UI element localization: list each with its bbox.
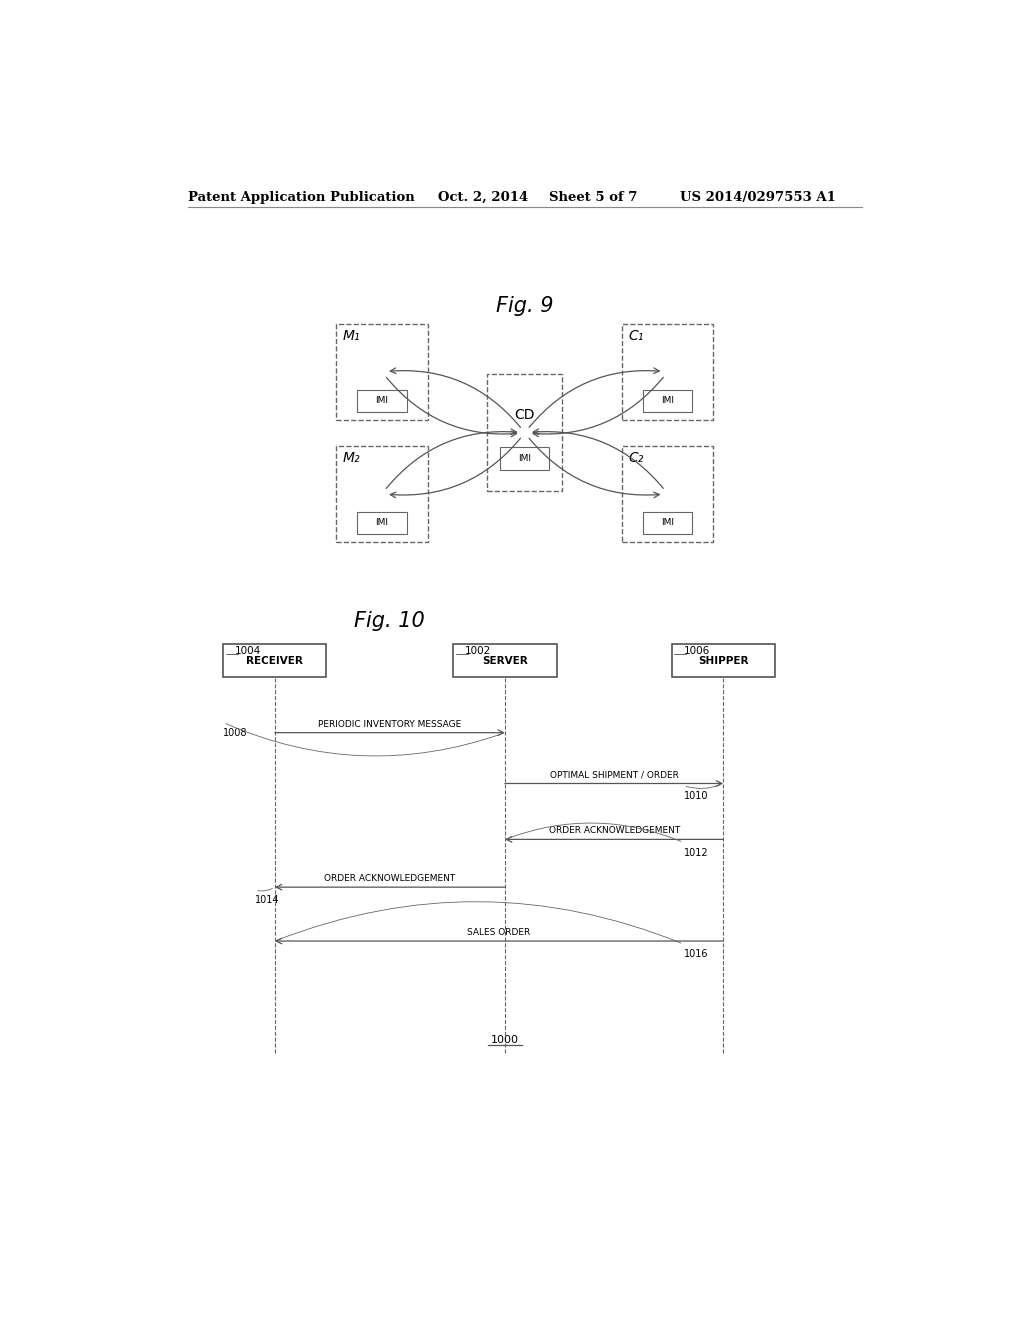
Text: 1002: 1002 [465, 647, 492, 656]
Bar [622, 323, 714, 420]
Bar [454, 644, 557, 677]
Text: 1004: 1004 [236, 647, 261, 656]
Text: Sheet 5 of 7: Sheet 5 of 7 [549, 190, 637, 203]
Text: 1014: 1014 [255, 895, 280, 906]
Text: RECEIVER: RECEIVER [247, 656, 303, 665]
Bar [500, 447, 550, 470]
Text: IMI: IMI [662, 519, 674, 527]
Bar [643, 389, 692, 412]
Text: IMI: IMI [518, 454, 531, 463]
Text: IMI: IMI [376, 519, 388, 527]
Bar [643, 512, 692, 535]
Text: SALES ORDER: SALES ORDER [467, 928, 530, 937]
Text: M₁: M₁ [343, 329, 360, 343]
Text: ORDER ACKNOWLEDGEMENT: ORDER ACKNOWLEDGEMENT [549, 826, 680, 836]
Text: Oct. 2, 2014: Oct. 2, 2014 [437, 190, 527, 203]
Text: M₂: M₂ [343, 450, 360, 465]
Text: PERIODIC INVENTORY MESSAGE: PERIODIC INVENTORY MESSAGE [318, 719, 462, 729]
Text: 1012: 1012 [684, 847, 709, 858]
Text: IMI: IMI [662, 396, 674, 405]
Bar [357, 512, 407, 535]
Text: Patent Application Publication: Patent Application Publication [187, 190, 415, 203]
Bar [487, 375, 562, 491]
Text: 1008: 1008 [223, 727, 248, 738]
Text: OPTIMAL SHIPMENT / ORDER: OPTIMAL SHIPMENT / ORDER [550, 771, 679, 779]
Text: C₂: C₂ [629, 450, 644, 465]
Bar [336, 446, 428, 543]
Text: 1000: 1000 [490, 1035, 519, 1044]
Text: 1010: 1010 [684, 791, 708, 801]
Text: 1016: 1016 [684, 949, 708, 960]
Bar [223, 644, 327, 677]
Text: Fig. 9: Fig. 9 [496, 296, 554, 315]
Text: 1006: 1006 [684, 647, 710, 656]
Bar [672, 644, 775, 677]
Text: SERVER: SERVER [482, 656, 527, 665]
Text: CD: CD [514, 408, 536, 422]
Text: US 2014/0297553 A1: US 2014/0297553 A1 [680, 190, 836, 203]
Text: IMI: IMI [376, 396, 388, 405]
Bar [336, 323, 428, 420]
Bar [622, 446, 714, 543]
Text: Fig. 10: Fig. 10 [354, 611, 425, 631]
Text: ORDER ACKNOWLEDGEMENT: ORDER ACKNOWLEDGEMENT [325, 874, 456, 883]
Bar [357, 389, 407, 412]
Text: SHIPPER: SHIPPER [698, 656, 749, 665]
Text: C₁: C₁ [629, 329, 644, 343]
